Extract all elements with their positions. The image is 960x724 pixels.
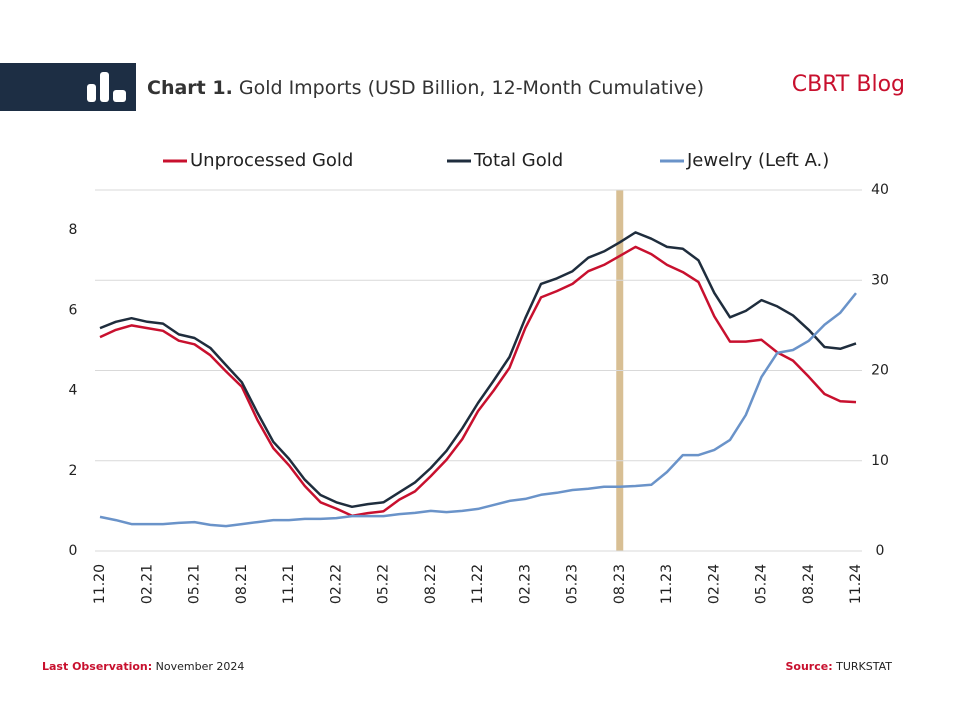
brand: CBRT Blog	[792, 72, 905, 97]
x-tick-label: 02.22	[328, 564, 344, 604]
legend-label: Total Gold	[473, 150, 563, 171]
y2-tick-label: 30	[871, 272, 889, 288]
x-tick-label: 05.21	[187, 564, 203, 604]
x-tick-label: 05.24	[754, 564, 770, 604]
x-tick-label: 08.23	[612, 564, 628, 604]
x-tick-label: 11.21	[281, 564, 297, 604]
y2-tick-label: 20	[871, 363, 889, 379]
y-tick-label: 0	[69, 543, 78, 559]
series-line	[99, 231, 857, 509]
logo-icon	[87, 72, 126, 102]
x-tick-label: 02.24	[706, 564, 722, 604]
x-tick-label: 08.22	[423, 564, 439, 604]
x-tick-label: 11.22	[470, 564, 486, 604]
y-tick-label: 8	[69, 222, 78, 238]
obs-label: Last Observation:	[42, 660, 152, 673]
y2-tick-label: 0	[876, 543, 885, 559]
y-tick-label: 4	[69, 383, 78, 399]
x-tick-label: 05.22	[376, 564, 392, 604]
legend-label: Jewelry (Left A.)	[686, 150, 829, 171]
x-tick-label: 11.23	[659, 564, 675, 604]
series-line	[99, 292, 857, 528]
source-label: Source:	[786, 660, 833, 673]
y-tick-label: 6	[69, 302, 78, 318]
legend-label: Unprocessed Gold	[190, 150, 353, 171]
obs-value: November 2024	[156, 660, 245, 673]
y2-tick-label: 40	[871, 182, 889, 198]
x-tick-label: 08.24	[801, 564, 817, 604]
chart-number: Chart 1.	[147, 77, 233, 99]
y-tick-label: 2	[69, 463, 78, 479]
x-tick-label: 02.21	[139, 564, 155, 604]
title-text: Gold Imports (USD Billion, 12-Month Cumu…	[239, 77, 704, 99]
header-band	[0, 63, 136, 111]
x-tick-label: 02.23	[517, 564, 533, 604]
y2-tick-label: 10	[871, 453, 889, 469]
footer-left: Last Observation: November 2024	[42, 660, 244, 673]
x-tick-label: 05.23	[565, 564, 581, 604]
series-line	[99, 245, 857, 518]
x-tick-label: 08.21	[234, 564, 250, 604]
footer-right: Source: TURKSTAT	[786, 660, 893, 673]
source-value: TURKSTAT	[835, 660, 892, 673]
x-tick-label: 11.24	[848, 564, 864, 604]
chart-title: Chart 1. Gold Imports (USD Billion, 12-M…	[147, 77, 704, 99]
x-tick-label: 11.20	[92, 564, 108, 604]
